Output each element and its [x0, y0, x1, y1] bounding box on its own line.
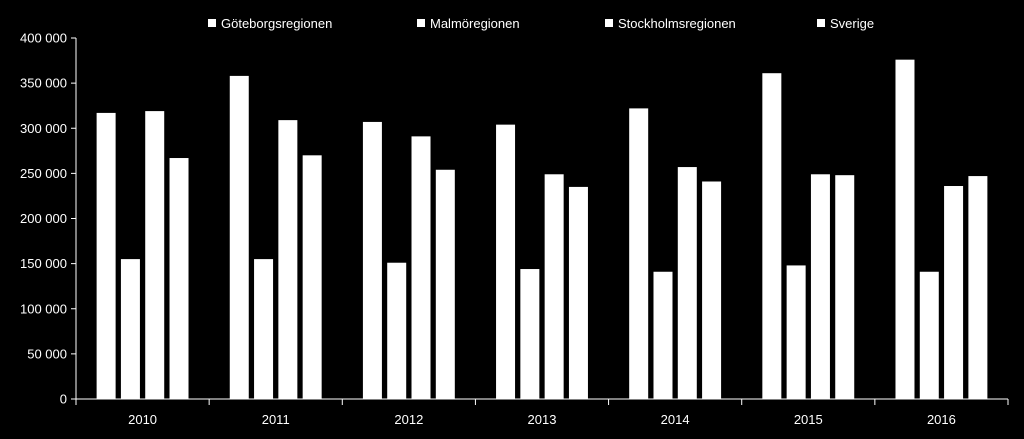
bar-g-teborgsregionen-2010: [96, 112, 116, 399]
x-axis: 2010 2011 2012 2013 2014 2015 2016: [75, 398, 1009, 427]
bar-stockholmsregionen-2015: [810, 174, 830, 399]
y-tick-label: 50 000: [27, 346, 67, 361]
bar-stockholmsregionen-2011: [278, 120, 298, 399]
bar-stockholmsregionen-2013: [544, 174, 564, 399]
bar-sverige-2012: [435, 169, 455, 399]
x-tick-label: 2015: [794, 412, 823, 427]
bar-g-teborgsregionen-2012: [362, 121, 382, 400]
y-tick-label: 100 000: [20, 301, 67, 316]
x-tick-label: 2011: [262, 412, 290, 427]
bar-malm-regionen-2014: [653, 271, 673, 399]
x-tick-label: 2016: [927, 412, 956, 427]
bar-malm-regionen-2012: [387, 262, 407, 399]
legend-swatch: [605, 19, 613, 27]
bar-stockholmsregionen-2014: [677, 167, 697, 399]
legend-swatch: [208, 19, 216, 27]
x-tick-label: 2012: [394, 412, 423, 427]
bars: [96, 59, 988, 400]
y-tick-label: 150 000: [20, 256, 67, 271]
x-tick-label: 2010: [128, 412, 157, 427]
bar-sverige-2013: [568, 186, 588, 399]
y-tick-label: 0: [60, 392, 67, 407]
bar-g-teborgsregionen-2013: [496, 124, 516, 399]
bar-malm-regionen-2010: [120, 259, 140, 399]
bar-malm-regionen-2011: [254, 259, 274, 399]
y-tick-label: 200 000: [20, 211, 67, 226]
y-tick-label: 250 000: [20, 166, 67, 181]
bar-malm-regionen-2015: [786, 265, 806, 399]
bar-sverige-2015: [835, 175, 855, 399]
bar-stockholmsregionen-2016: [944, 186, 964, 399]
bar-stockholmsregionen-2010: [145, 111, 165, 399]
legend-label: Göteborgsregionen: [221, 16, 332, 31]
x-tick-label: 2013: [528, 412, 557, 427]
bar-sverige-2014: [702, 181, 722, 399]
bar-g-teborgsregionen-2016: [895, 59, 915, 399]
bar-sverige-2010: [169, 158, 189, 399]
legend-label: Sverige: [830, 16, 874, 31]
x-tick-label: 2014: [661, 412, 690, 427]
y-tick-label: 300 000: [20, 121, 67, 136]
bar-sverige-2016: [968, 176, 988, 399]
bar-malm-regionen-2016: [919, 271, 939, 399]
legend-label: Malmöregionen: [430, 16, 520, 31]
bar-g-teborgsregionen-2014: [629, 108, 649, 399]
legend-label: Stockholmsregionen: [618, 16, 736, 31]
y-tick-label: 350 000: [20, 76, 67, 91]
y-tick-label: 400 000: [20, 31, 67, 46]
bar-g-teborgsregionen-2011: [229, 75, 249, 400]
legend: Göteborgsregionen Malmöregionen Stockholms…: [208, 16, 874, 31]
bar-malm-regionen-2013: [520, 269, 540, 399]
bar-stockholmsregionen-2012: [411, 136, 431, 399]
y-axis: 0 50 000 100 000 150 000 200 000 250 000 300 0…: [20, 31, 77, 407]
bar-sverige-2011: [302, 155, 322, 399]
legend-swatch: [417, 19, 425, 27]
bar-g-teborgsregionen-2015: [762, 73, 782, 399]
legend-swatch: [817, 19, 825, 27]
